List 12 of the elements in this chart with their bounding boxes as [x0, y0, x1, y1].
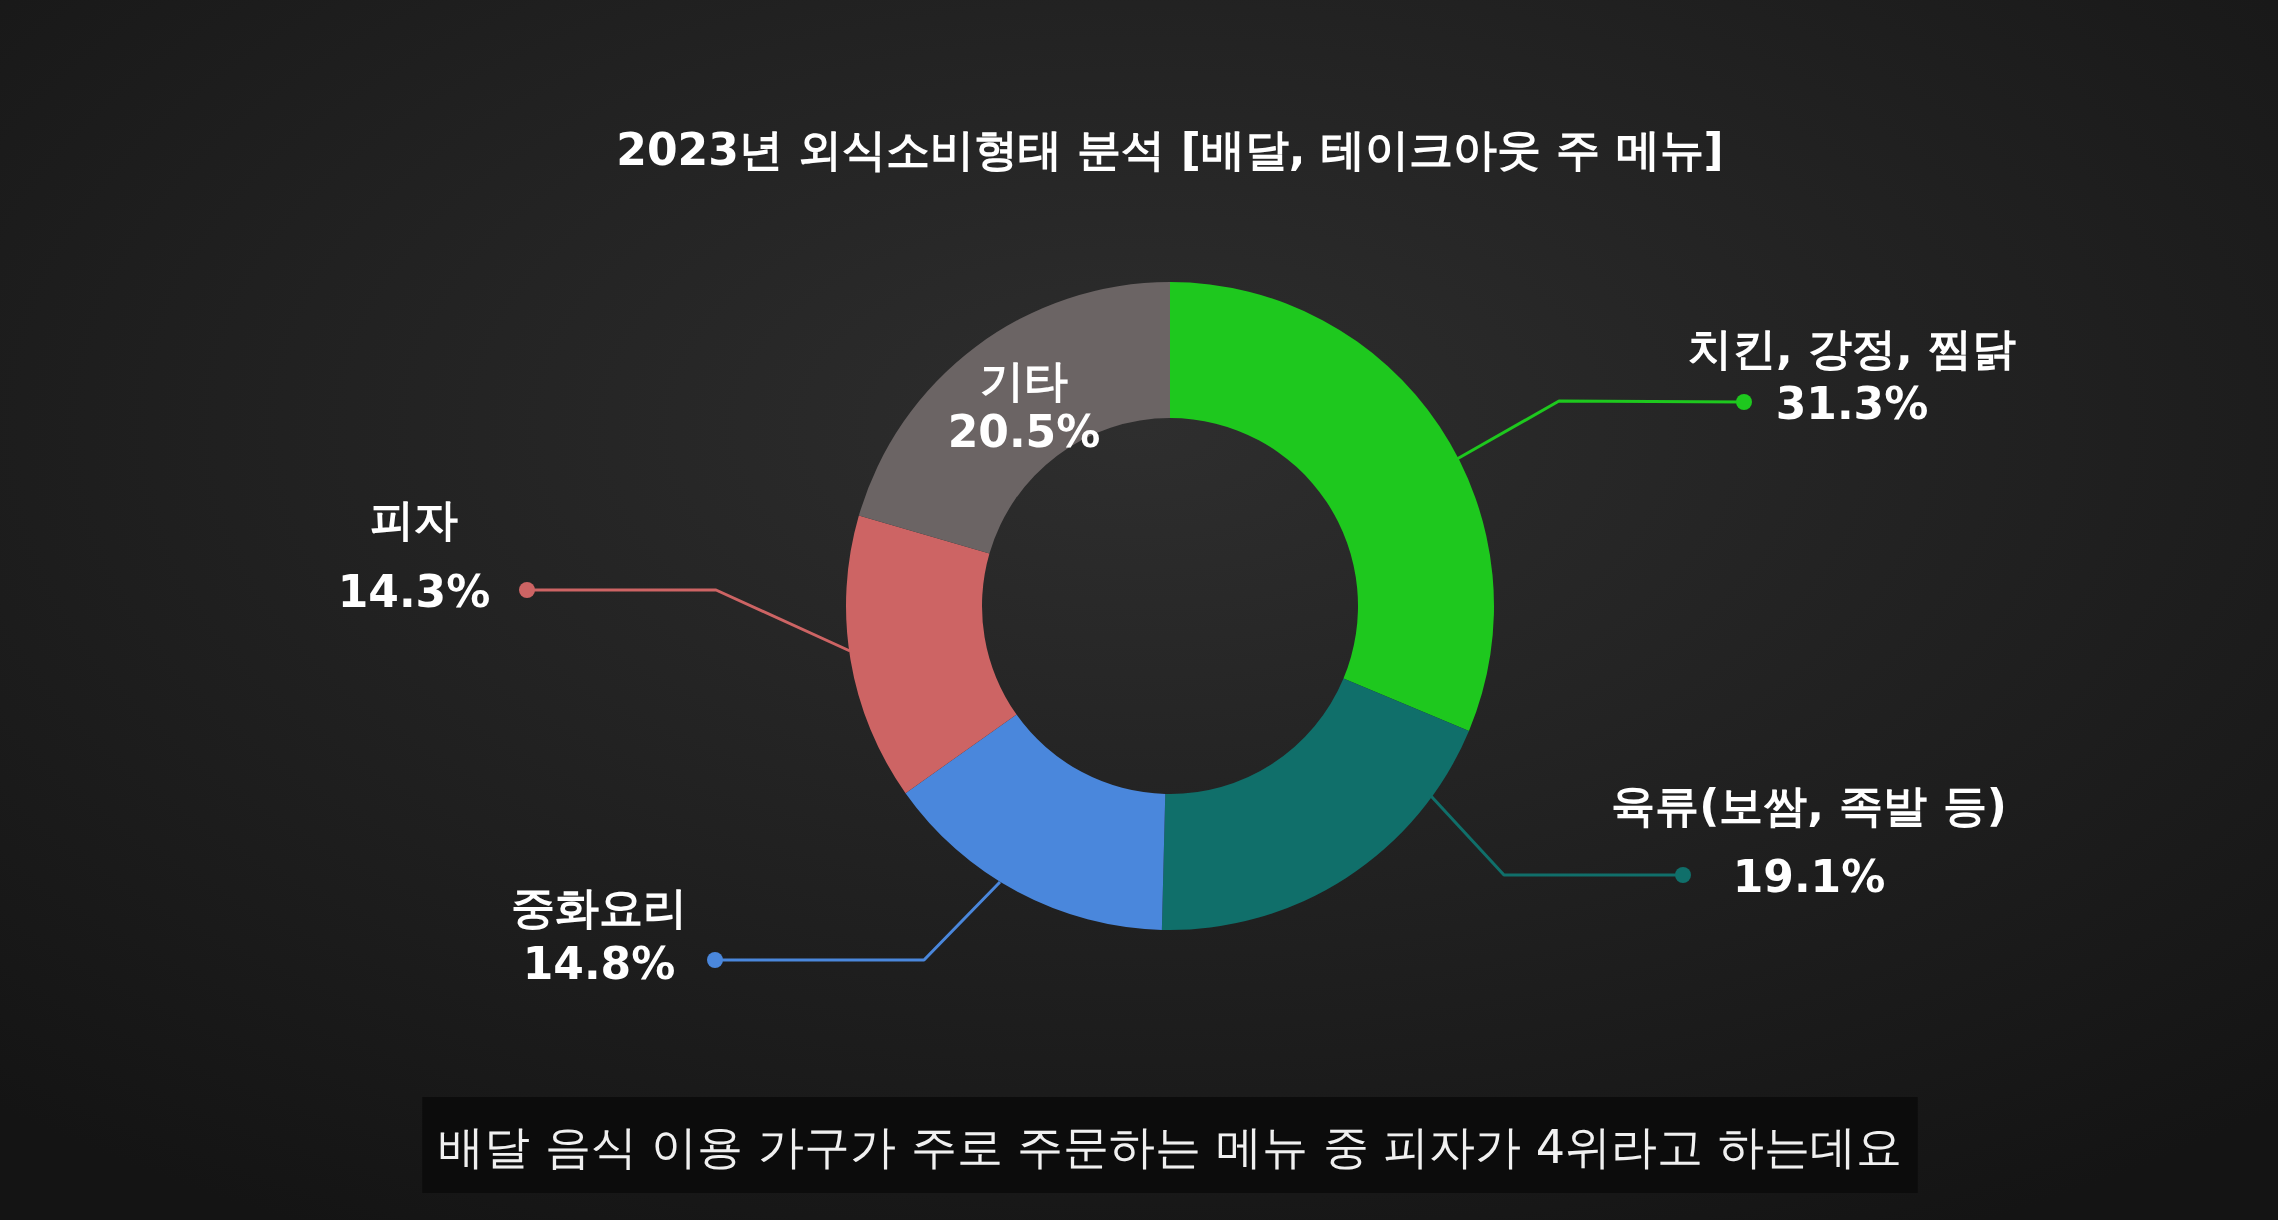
slice-label: 피자 [370, 494, 458, 545]
data-label: 14.8% [522, 938, 676, 989]
data-label: 19.1% [1732, 851, 1886, 902]
slice-label: 중화요리 [511, 882, 687, 933]
data-label: 31.3% [1775, 378, 1929, 429]
data-label: 20.5% [947, 406, 1101, 457]
slice-label: 치킨, 강정, 찜닭 [1687, 323, 2017, 374]
chart-title: 2023년 외식소비형태 분석 [배달, 테이크아웃 주 메뉴] [616, 124, 1724, 175]
text: 배달 음식 이용 가구가 주로 주문하는 메뉴 중 피자가 4위라고 하는데요 [438, 1120, 1902, 1174]
data-label: 14.3% [337, 566, 491, 617]
slice-label: 기타 [980, 355, 1068, 406]
slice-label: 육류(보쌈, 족발 등) [1611, 780, 2007, 831]
